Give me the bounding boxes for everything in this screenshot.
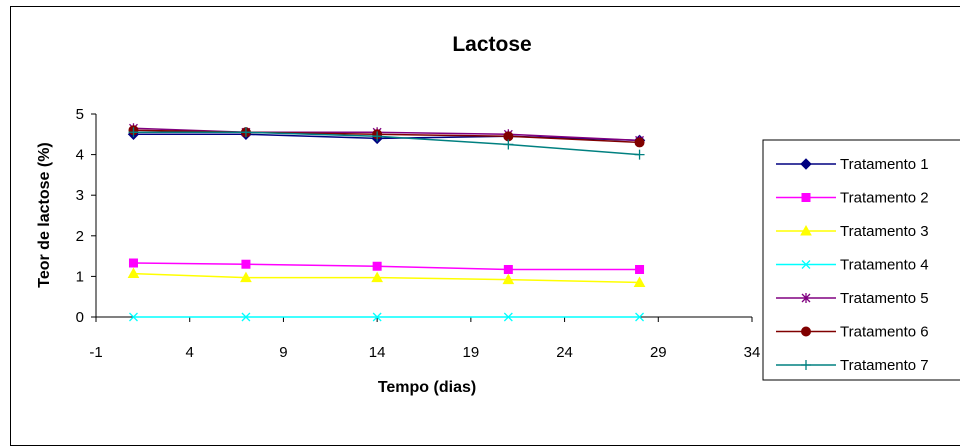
y-tick-label: 4 [76, 147, 84, 164]
legend-marker [800, 158, 812, 170]
x-tick-label: 4 [186, 344, 194, 361]
series-7 [128, 127, 645, 160]
series-line [133, 131, 640, 156]
data-point [127, 267, 140, 279]
x-axis-title: Tempo (dias) [378, 379, 476, 396]
legend-label: Tratamento 3 [840, 223, 929, 240]
legend-marker [801, 293, 811, 303]
data-point [128, 127, 139, 138]
x-tick-label: 34 [744, 344, 761, 361]
legend-label: Tratamento 2 [840, 190, 929, 207]
legend-label: Tratamento 4 [840, 257, 929, 274]
legend-label: Tratamento 5 [840, 290, 929, 307]
data-point [503, 264, 513, 274]
y-tick-label: 2 [76, 228, 84, 245]
data-point [503, 312, 513, 322]
x-tick-label: 14 [369, 344, 386, 361]
legend-label: Tratamento 7 [840, 357, 929, 374]
y-tick-label: 1 [76, 268, 84, 285]
legend-item: Tratamento 3 [776, 223, 929, 240]
y-tick-label: 0 [76, 309, 84, 326]
y-tick-label: 5 [76, 106, 84, 123]
legend-label: Tratamento 6 [840, 324, 929, 341]
data-point [371, 271, 383, 283]
legend-item: Tratamento 2 [776, 190, 929, 207]
series-2 [128, 258, 645, 274]
legend-box [762, 139, 960, 381]
series-line [133, 262, 640, 271]
series-line [133, 272, 640, 284]
data-point [372, 131, 383, 142]
series-3 [127, 267, 646, 287]
x-tick-label: 29 [650, 344, 667, 361]
legend-marker [801, 326, 811, 337]
legend: Tratamento 1 Tratamento 2 Tratamento 3 Trat… [762, 139, 960, 381]
legend-item: Tratamento 5 [776, 290, 929, 307]
x-tick-label: 24 [556, 344, 573, 361]
data-point [633, 276, 646, 287]
data-point [634, 149, 645, 160]
x-tick-label: 9 [279, 344, 287, 361]
x-tick-label: 19 [463, 344, 480, 361]
data-point [503, 139, 514, 150]
data-point [240, 271, 252, 283]
data-point [502, 273, 515, 285]
line-chart: Lactose Tempo (dias) Teor de lactose (%)… [36, 33, 960, 396]
data-point [240, 127, 251, 138]
chart-title: Lactose [452, 33, 531, 56]
data-point [372, 312, 382, 322]
data-point [634, 137, 645, 148]
x-tick-label: -1 [89, 344, 102, 361]
legend-marker [800, 224, 812, 236]
series-4 [129, 312, 645, 322]
legend-marker [801, 193, 811, 202]
data-point [241, 259, 251, 269]
legend-item: Tratamento 4 [776, 257, 929, 274]
series-layer [127, 123, 646, 322]
y-axis-title: Teor de lactose (%) [36, 142, 53, 288]
data-point [128, 258, 138, 268]
data-point [635, 264, 645, 274]
data-point [372, 261, 382, 271]
data-point [241, 312, 251, 322]
legend-item: Tratamento 7 [776, 357, 929, 374]
legend-marker [801, 360, 811, 370]
legend-marker [801, 260, 811, 269]
legend-item: Tratamento 1 [776, 156, 929, 173]
y-tick-label: 3 [76, 187, 84, 204]
legend-item: Tratamento 6 [776, 324, 929, 341]
legend-label: Tratamento 1 [840, 156, 929, 173]
data-point [635, 312, 645, 322]
data-point [129, 312, 138, 322]
